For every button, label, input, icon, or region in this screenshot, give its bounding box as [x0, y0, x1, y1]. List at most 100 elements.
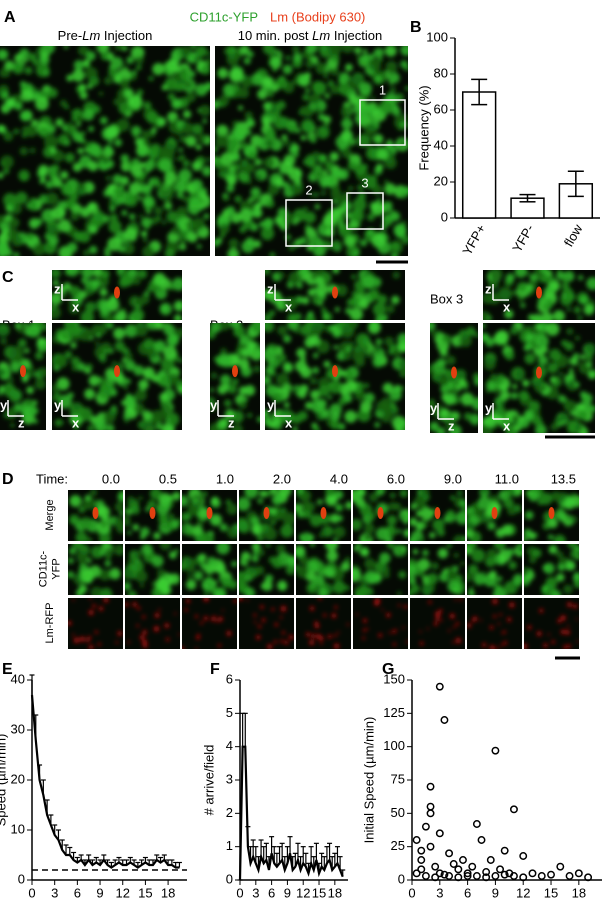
- micrograph: [52, 323, 182, 430]
- cell: [504, 309, 514, 319]
- cell: [70, 356, 81, 366]
- cell: [138, 213, 144, 218]
- cell: [142, 245, 155, 256]
- cell: [247, 180, 252, 185]
- cells: [68, 598, 123, 649]
- cell: [174, 314, 182, 320]
- cell: [373, 345, 382, 354]
- cell: [333, 537, 338, 541]
- cell: [140, 534, 146, 540]
- cells: [125, 602, 180, 648]
- cell: [338, 423, 346, 430]
- cell: [68, 302, 80, 315]
- cell: [239, 46, 250, 56]
- cell: [130, 46, 145, 60]
- cell: [112, 174, 123, 185]
- cell: [560, 629, 566, 635]
- cell: [311, 166, 324, 179]
- cell: [117, 492, 123, 502]
- cell: [257, 89, 268, 100]
- cell: [217, 418, 228, 429]
- cell: [17, 338, 27, 348]
- cell: [352, 197, 367, 212]
- micrograph: [182, 544, 237, 595]
- error-bar: [471, 78, 488, 106]
- cell: [404, 519, 408, 525]
- cell: [249, 566, 261, 577]
- cell: [368, 59, 382, 72]
- cell: [246, 598, 249, 602]
- cell: [314, 105, 321, 113]
- cell: [246, 118, 254, 126]
- cell: [114, 502, 123, 512]
- cell: [572, 352, 580, 360]
- cell: [488, 570, 497, 579]
- cell: [318, 130, 323, 135]
- cell: [340, 561, 351, 572]
- point: [445, 872, 454, 880]
- cell: [262, 76, 274, 88]
- cell: [78, 327, 93, 342]
- cell: [436, 427, 446, 433]
- cell: [481, 571, 487, 576]
- cell: [309, 93, 321, 106]
- cell: [79, 517, 93, 530]
- time-value: 1.0: [216, 471, 234, 486]
- cell: [122, 242, 135, 255]
- cell: [131, 125, 142, 137]
- cell: [543, 643, 548, 648]
- micrograph: [68, 598, 123, 649]
- cell: [127, 590, 137, 595]
- cell: [314, 621, 319, 626]
- cell: [125, 378, 131, 384]
- cell: [3, 131, 14, 142]
- cell: [345, 212, 352, 219]
- time-label: Time:: [36, 471, 68, 486]
- cell: [88, 644, 94, 649]
- point: [440, 870, 449, 879]
- cell: [341, 118, 353, 130]
- cell: [130, 164, 143, 177]
- box-label: Box 3: [430, 291, 463, 306]
- cell: [186, 231, 198, 243]
- cell: [483, 323, 486, 329]
- cell: [389, 388, 402, 401]
- micrograph: [410, 544, 465, 595]
- cell: [109, 213, 118, 223]
- cell: [245, 129, 252, 136]
- cell: [283, 139, 290, 147]
- cells: [353, 544, 407, 595]
- cell: [297, 389, 307, 399]
- cell: [111, 360, 118, 367]
- error-bar: [240, 712, 246, 747]
- cell: [342, 351, 352, 361]
- cell: [81, 270, 94, 279]
- cell: [396, 591, 402, 595]
- cell: [165, 502, 171, 508]
- cell: [94, 419, 103, 429]
- cell: [326, 550, 339, 562]
- cell: [229, 323, 241, 329]
- cell: [503, 497, 514, 509]
- cell: [231, 126, 245, 141]
- cell: [215, 563, 227, 574]
- cell: [268, 309, 276, 317]
- x-tick-label: 9: [492, 885, 499, 900]
- cell: [368, 573, 378, 584]
- cell: [68, 557, 74, 564]
- y-tick-label: 2: [226, 805, 233, 820]
- cell: [29, 147, 36, 154]
- point: [519, 873, 528, 882]
- cell: [220, 348, 227, 355]
- cell: [368, 290, 379, 301]
- cell: [413, 495, 427, 509]
- error-bar: [327, 842, 333, 860]
- cell: [567, 644, 572, 649]
- cell: [288, 558, 294, 568]
- cell: [341, 46, 354, 54]
- cell: [169, 513, 174, 519]
- cell: [10, 361, 21, 373]
- cell: [56, 377, 70, 391]
- cell: [0, 337, 8, 345]
- cell: [508, 561, 517, 570]
